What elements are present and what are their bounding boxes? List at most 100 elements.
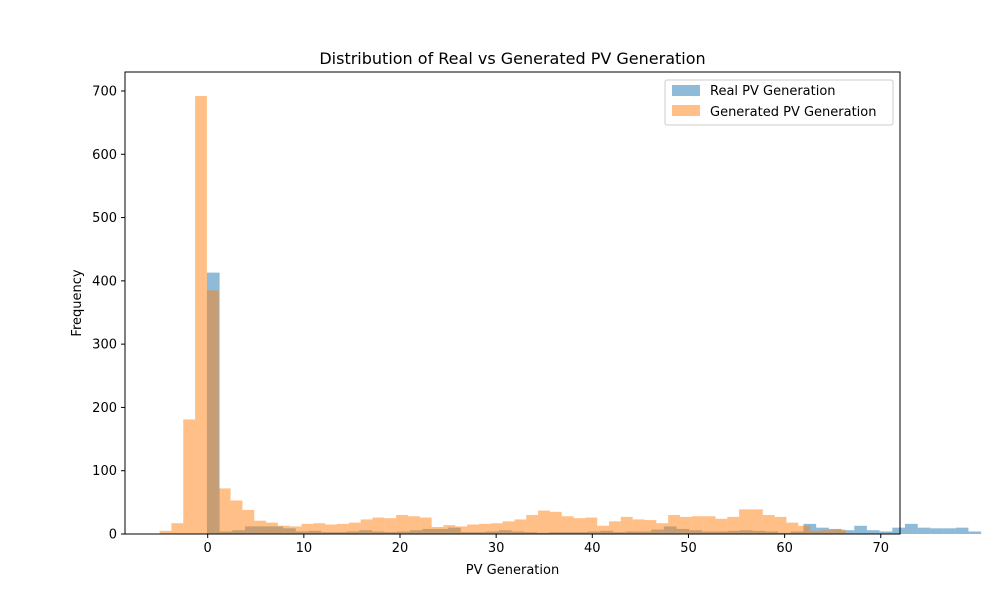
y-tick-label: 600 bbox=[92, 148, 117, 163]
histogram-bar bbox=[337, 523, 349, 534]
histogram-bar bbox=[573, 518, 586, 534]
x-tick-label: 30 bbox=[488, 541, 505, 556]
bars-layer bbox=[159, 96, 982, 535]
histogram-bar bbox=[821, 530, 834, 534]
y-tick-label: 100 bbox=[92, 464, 117, 479]
histogram-bar bbox=[727, 516, 740, 534]
y-tick-label: 0 bbox=[109, 528, 117, 543]
histogram-bar bbox=[206, 290, 219, 534]
y-axis-ticks: 0 100 200 300 400 500 600 700 bbox=[92, 84, 125, 543]
histogram-bar bbox=[313, 523, 326, 534]
series-0-bars bbox=[206, 272, 982, 534]
histogram-bar bbox=[703, 516, 716, 534]
histogram-bar bbox=[242, 509, 255, 534]
histogram-bar bbox=[620, 516, 633, 534]
y-tick-label: 200 bbox=[92, 401, 117, 416]
histogram-bar bbox=[786, 522, 799, 534]
histogram-bar bbox=[905, 523, 918, 534]
histogram-bar bbox=[171, 523, 184, 534]
histogram-bar bbox=[266, 522, 278, 534]
legend: Real PV Generation Generated PV Generati… bbox=[664, 79, 894, 126]
histogram-bar bbox=[549, 511, 562, 534]
histogram-bar bbox=[561, 516, 574, 534]
x-tick-label: 40 bbox=[584, 541, 601, 556]
x-axis-label: PV Generation bbox=[466, 563, 559, 578]
histogram-bar bbox=[644, 520, 657, 534]
legend-box bbox=[664, 79, 894, 126]
histogram-bar bbox=[301, 523, 314, 534]
histogram-bar bbox=[538, 510, 550, 534]
histogram-bar bbox=[467, 524, 479, 534]
legend-swatch-real bbox=[672, 85, 700, 96]
histogram-bar bbox=[955, 527, 969, 534]
histogram-bar bbox=[833, 529, 846, 534]
histogram-bar bbox=[691, 516, 704, 534]
legend-label-real: Real PV Generation bbox=[710, 84, 836, 99]
histogram-bar bbox=[841, 530, 855, 534]
histogram-bar bbox=[159, 530, 172, 534]
histogram-bar bbox=[384, 518, 397, 534]
x-tick-label: 0 bbox=[204, 541, 212, 556]
y-tick-label: 500 bbox=[92, 211, 117, 226]
histogram-bar bbox=[715, 518, 728, 534]
histogram-bar bbox=[490, 523, 503, 534]
histogram-bar bbox=[183, 419, 196, 534]
histogram-bar bbox=[195, 96, 207, 535]
legend-label-generated: Generated PV Generation bbox=[710, 105, 877, 120]
histogram-bar bbox=[750, 509, 763, 534]
histogram-bar bbox=[478, 523, 491, 534]
histogram-bar bbox=[360, 519, 373, 534]
histogram-bar bbox=[680, 516, 692, 534]
histogram-bar bbox=[325, 524, 338, 534]
x-tick-label: 50 bbox=[680, 541, 697, 556]
histogram-bar bbox=[609, 521, 621, 534]
histogram-bar bbox=[502, 521, 515, 534]
y-axis-label: Frequency bbox=[70, 269, 85, 336]
histogram-bar bbox=[943, 528, 956, 534]
histogram-bar bbox=[866, 530, 880, 534]
histogram-bar bbox=[854, 525, 867, 534]
histogram-bar bbox=[372, 517, 385, 534]
histogram-bar bbox=[917, 527, 931, 534]
x-axis-ticks: 0 10 20 30 40 50 60 70 bbox=[204, 534, 889, 556]
histogram-bar bbox=[968, 531, 982, 534]
histogram-bar bbox=[668, 515, 680, 534]
histogram-bar bbox=[396, 515, 408, 534]
histogram-bar bbox=[218, 488, 231, 534]
histogram-bar bbox=[810, 530, 822, 534]
histogram-bar bbox=[632, 519, 645, 534]
histogram-bar bbox=[526, 515, 539, 534]
histogram-bar bbox=[254, 520, 267, 534]
histogram-bar bbox=[739, 509, 751, 534]
y-tick-label: 700 bbox=[92, 84, 117, 99]
histogram-bar bbox=[419, 517, 432, 534]
histogram-bar bbox=[289, 526, 302, 534]
histogram-bar bbox=[774, 516, 787, 534]
x-tick-label: 20 bbox=[392, 541, 409, 556]
x-tick-label: 70 bbox=[872, 541, 889, 556]
histogram-bar bbox=[514, 519, 527, 534]
histogram-bar bbox=[585, 517, 598, 534]
histogram-bar bbox=[230, 500, 243, 534]
histogram-bar bbox=[277, 525, 290, 534]
y-tick-label: 300 bbox=[92, 338, 117, 353]
histogram-bar bbox=[762, 515, 775, 534]
histogram-bar bbox=[930, 528, 944, 534]
histogram-bar bbox=[597, 525, 610, 534]
x-tick-label: 10 bbox=[296, 541, 313, 556]
plot-frame bbox=[124, 71, 901, 535]
series-1-bars bbox=[159, 96, 846, 535]
histogram-bar bbox=[892, 527, 905, 534]
y-tick-label: 400 bbox=[92, 274, 117, 289]
legend-swatch-generated bbox=[672, 105, 700, 116]
histogram-bar bbox=[455, 526, 468, 534]
histogram-bar bbox=[348, 522, 361, 534]
histogram-bar bbox=[431, 527, 444, 534]
histogram-bar bbox=[443, 525, 456, 534]
histogram-bar bbox=[879, 531, 893, 534]
histogram-bar bbox=[407, 516, 420, 534]
chart-title: Distribution of Real vs Generated PV Gen… bbox=[319, 49, 705, 68]
histogram-bar bbox=[798, 525, 811, 534]
